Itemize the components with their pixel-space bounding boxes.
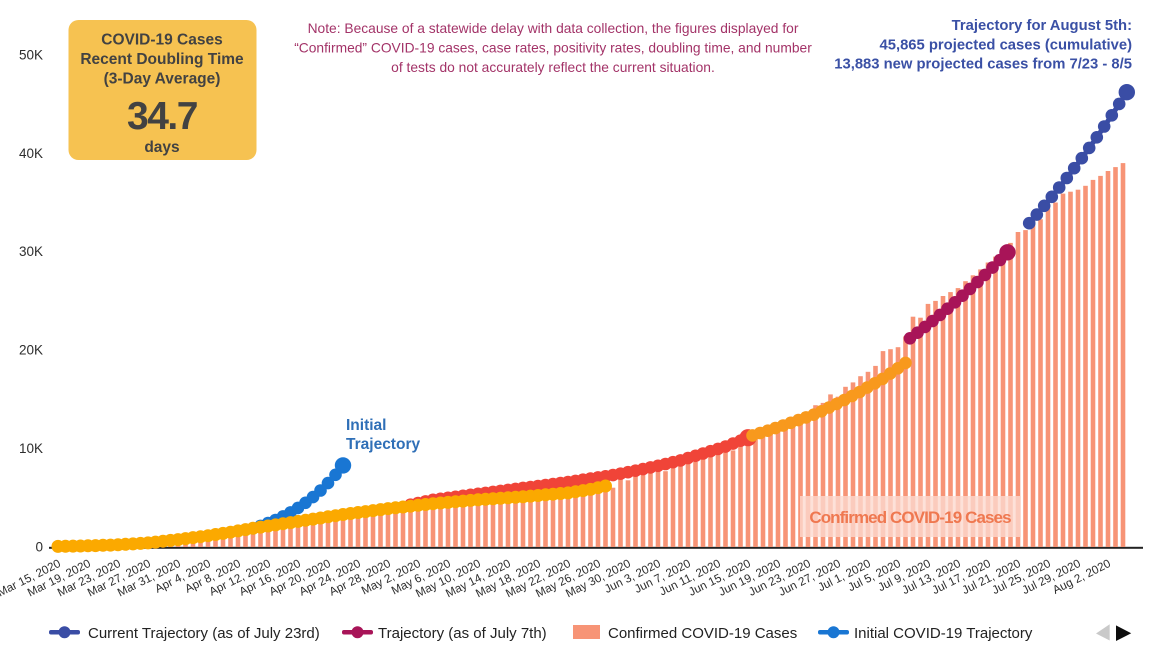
svg-text:10K: 10K	[19, 441, 43, 456]
svg-text:0: 0	[35, 540, 43, 555]
svg-text:“Confirmed” COVID-19 cases, ca: “Confirmed” COVID-19 cases, case rates, …	[294, 40, 812, 55]
svg-text:34.7: 34.7	[127, 95, 197, 138]
svg-text:20K: 20K	[19, 343, 43, 358]
svg-text:Note: Because of a statewide d: Note: Because of a statewide delay with …	[308, 21, 799, 36]
svg-text:50K: 50K	[19, 47, 43, 62]
svg-text:Recent Doubling Time: Recent Doubling Time	[80, 51, 244, 68]
svg-text:of tests do not accurately ref: of tests do not accurately reflect the c…	[391, 60, 715, 75]
svg-text:30K: 30K	[19, 244, 43, 259]
svg-text:40K: 40K	[19, 146, 43, 161]
svg-text:45,865 projected cases (cumula: 45,865 projected cases (cumulative)	[880, 37, 1133, 53]
svg-text:COVID-19 Cases: COVID-19 Cases	[101, 32, 222, 49]
svg-text:Trajectory (as of July 7th): Trajectory (as of July 7th)	[378, 625, 547, 642]
svg-text:Current Trajectory (as of July: Current Trajectory (as of July 23rd)	[88, 625, 320, 642]
svg-text:Trajectory: Trajectory	[346, 436, 420, 453]
svg-text:Initial COVID-19 Trajectory: Initial COVID-19 Trajectory	[854, 625, 1033, 642]
svg-text:13,883 new projected cases fro: 13,883 new projected cases from 7/23 - 8…	[834, 57, 1132, 73]
svg-text:days: days	[144, 139, 179, 156]
svg-text:Initial: Initial	[346, 417, 386, 434]
svg-text:Trajectory for August 5th:: Trajectory for August 5th:	[952, 18, 1132, 34]
svg-text:Confirmed COVID-19 Cases: Confirmed COVID-19 Cases	[608, 625, 797, 642]
svg-text:(3-Day Average): (3-Day Average)	[104, 71, 221, 88]
svg-text:Confirmed COVID-19 Cases: Confirmed COVID-19 Cases	[809, 508, 1011, 527]
